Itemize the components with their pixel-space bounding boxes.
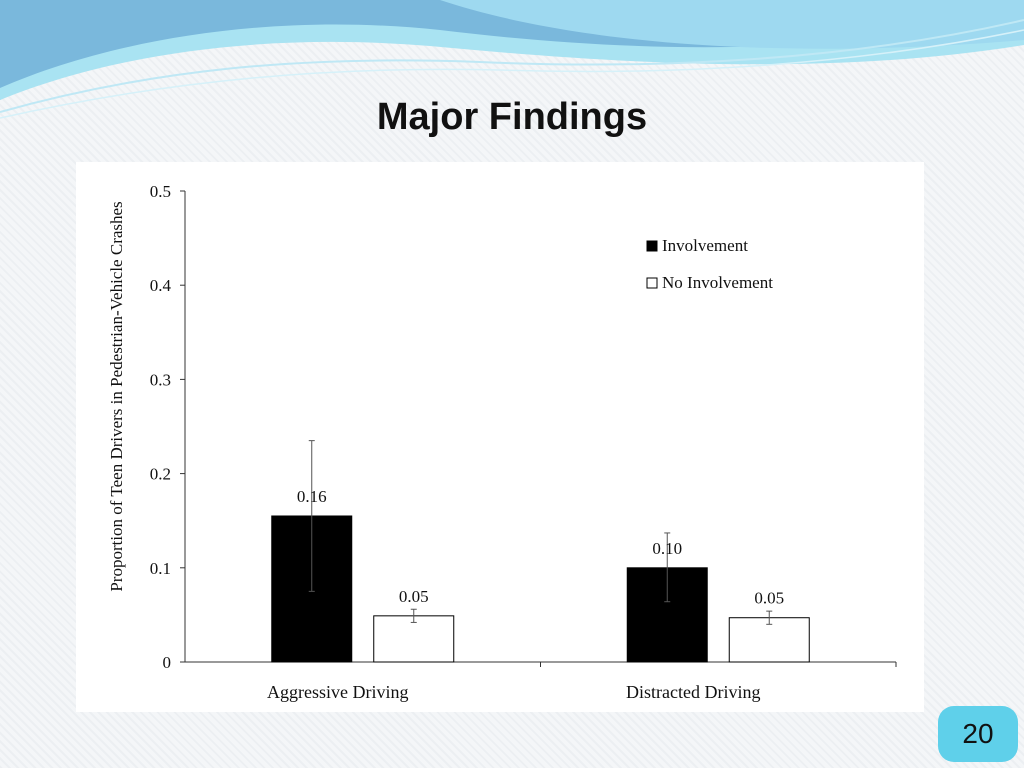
x-category-label: Distracted Driving [626, 682, 760, 702]
data-label: 0.05 [399, 587, 429, 606]
y-tick-label: 0.5 [150, 182, 171, 201]
data-label: 0.05 [754, 589, 784, 608]
data-label: 0.16 [297, 487, 327, 506]
data-label: 0.10 [652, 539, 682, 558]
page-number-badge: 20 [938, 706, 1018, 762]
y-tick-label: 0 [163, 653, 172, 672]
y-tick-label: 0.3 [150, 370, 171, 389]
legend-label: Involvement [662, 236, 748, 255]
y-tick-label: 0.4 [150, 276, 172, 295]
y-axis-title: Proportion of Teen Drivers in Pedestrian… [107, 201, 126, 591]
bar-chart: Proportion of Teen Drivers in Pedestrian… [107, 182, 897, 702]
bar-no-involvement [728, 617, 810, 663]
bar-no-involvement [373, 615, 455, 663]
legend-swatch [646, 277, 658, 289]
slide-title: Major Findings [376, 96, 648, 138]
header-wave-decoration [0, 0, 1024, 119]
legend-swatch [646, 240, 658, 252]
y-tick-label: 0.2 [150, 465, 171, 484]
legend-label: No Involvement [662, 273, 773, 292]
y-tick-label: 0.1 [150, 559, 171, 578]
x-category-label: Aggressive Driving [267, 682, 408, 702]
chart-panel: Proportion of Teen Drivers in Pedestrian… [76, 162, 924, 712]
